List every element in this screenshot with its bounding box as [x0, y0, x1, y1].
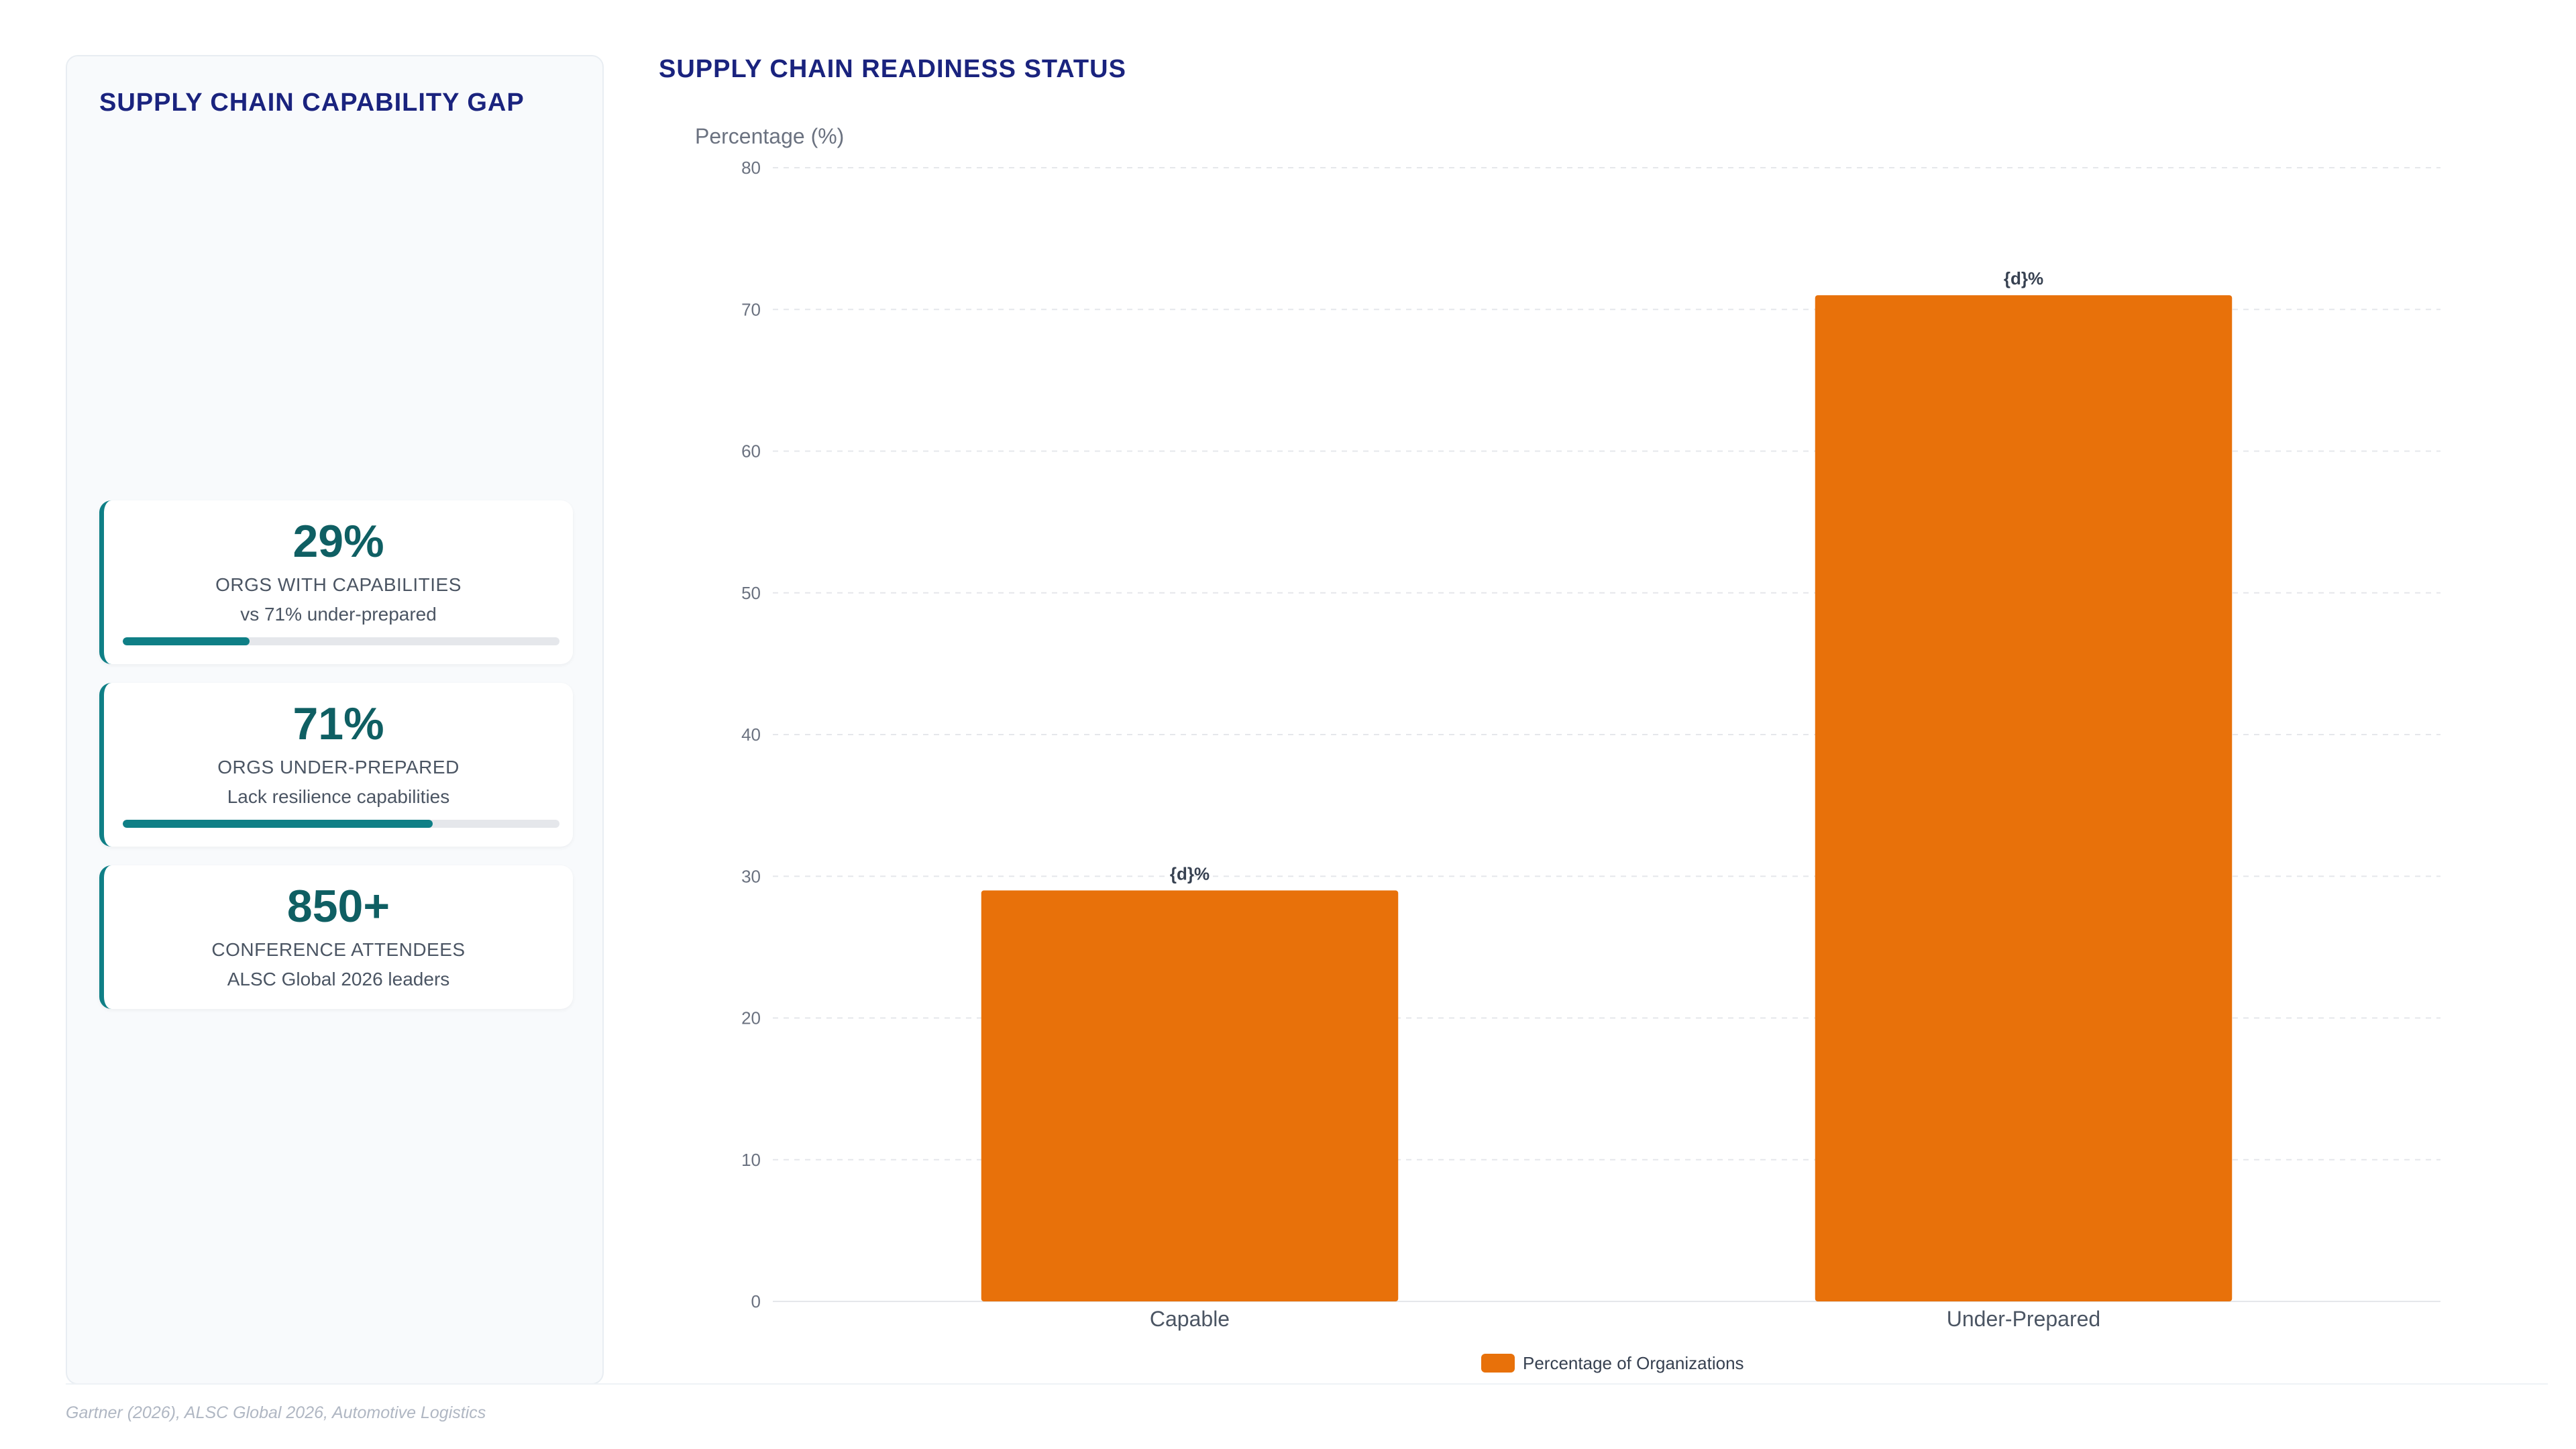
- progress-bar-fill: [123, 637, 250, 645]
- legend-label: Percentage of Organizations: [1523, 1353, 1744, 1373]
- y-tick-label: 20: [741, 1008, 761, 1028]
- progress-bar-track: [123, 637, 559, 645]
- y-tick-label: 0: [751, 1291, 761, 1311]
- bar-under-prepared: [1815, 295, 2233, 1301]
- source-citation: Gartner (2026), ALSC Global 2026, Automo…: [66, 1403, 486, 1422]
- y-axis-label: Percentage (%): [695, 124, 844, 148]
- y-tick-label: 80: [741, 158, 761, 178]
- data-label: {d}%: [1170, 863, 1210, 883]
- readiness-bar-chart: Percentage (%) 0 10 20 30 40 50 60 70 80 {d}% Capab…: [695, 124, 2440, 1373]
- y-tick-label: 40: [741, 724, 761, 745]
- y-tick-label: 10: [741, 1150, 761, 1170]
- y-tick-label: 70: [741, 299, 761, 319]
- legend-swatch: [1481, 1354, 1515, 1373]
- progress-bar-track: [123, 820, 559, 828]
- panel-title: SUPPLY CHAIN CAPABILITY GAP: [99, 89, 525, 117]
- progress-bar-fill: [123, 820, 433, 828]
- stat-label: ORGS UNDER-PREPARED: [217, 757, 460, 777]
- stat-subtext: ALSC Global 2026 leaders: [227, 969, 450, 989]
- stat-card-under-prepared: 71% ORGS UNDER-PREPARED Lack resilience …: [99, 683, 573, 847]
- y-tick-label: 60: [741, 441, 761, 462]
- chart-title: SUPPLY CHAIN READINESS STATUS: [659, 55, 1126, 83]
- stat-label: ORGS WITH CAPABILITIES: [215, 574, 462, 595]
- bar-capable: [981, 890, 1399, 1301]
- data-label: {d}%: [2004, 268, 2043, 288]
- x-tick-label: Capable: [1150, 1307, 1230, 1331]
- stat-card-capable: 29% ORGS WITH CAPABILITIES vs 71% under-…: [99, 500, 573, 664]
- stat-subtext: vs 71% under-prepared: [240, 604, 437, 625]
- footer-divider: [66, 1383, 2548, 1385]
- y-tick-label: 50: [741, 583, 761, 603]
- stat-subtext: Lack resilience capabilities: [227, 786, 450, 807]
- stat-label: CONFERENCE ATTENDEES: [211, 939, 466, 960]
- stat-value: 850+: [286, 881, 390, 932]
- x-tick-label: Under-Prepared: [1947, 1307, 2100, 1331]
- stat-value: 29%: [292, 516, 384, 567]
- capability-gap-panel: SUPPLY CHAIN CAPABILITY GAP 29% ORGS WIT…: [66, 55, 604, 1385]
- y-tick-label: 30: [741, 866, 761, 886]
- stat-card-attendees: 850+ CONFERENCE ATTENDEES ALSC Global 20…: [99, 865, 573, 1009]
- stat-value: 71%: [292, 698, 384, 749]
